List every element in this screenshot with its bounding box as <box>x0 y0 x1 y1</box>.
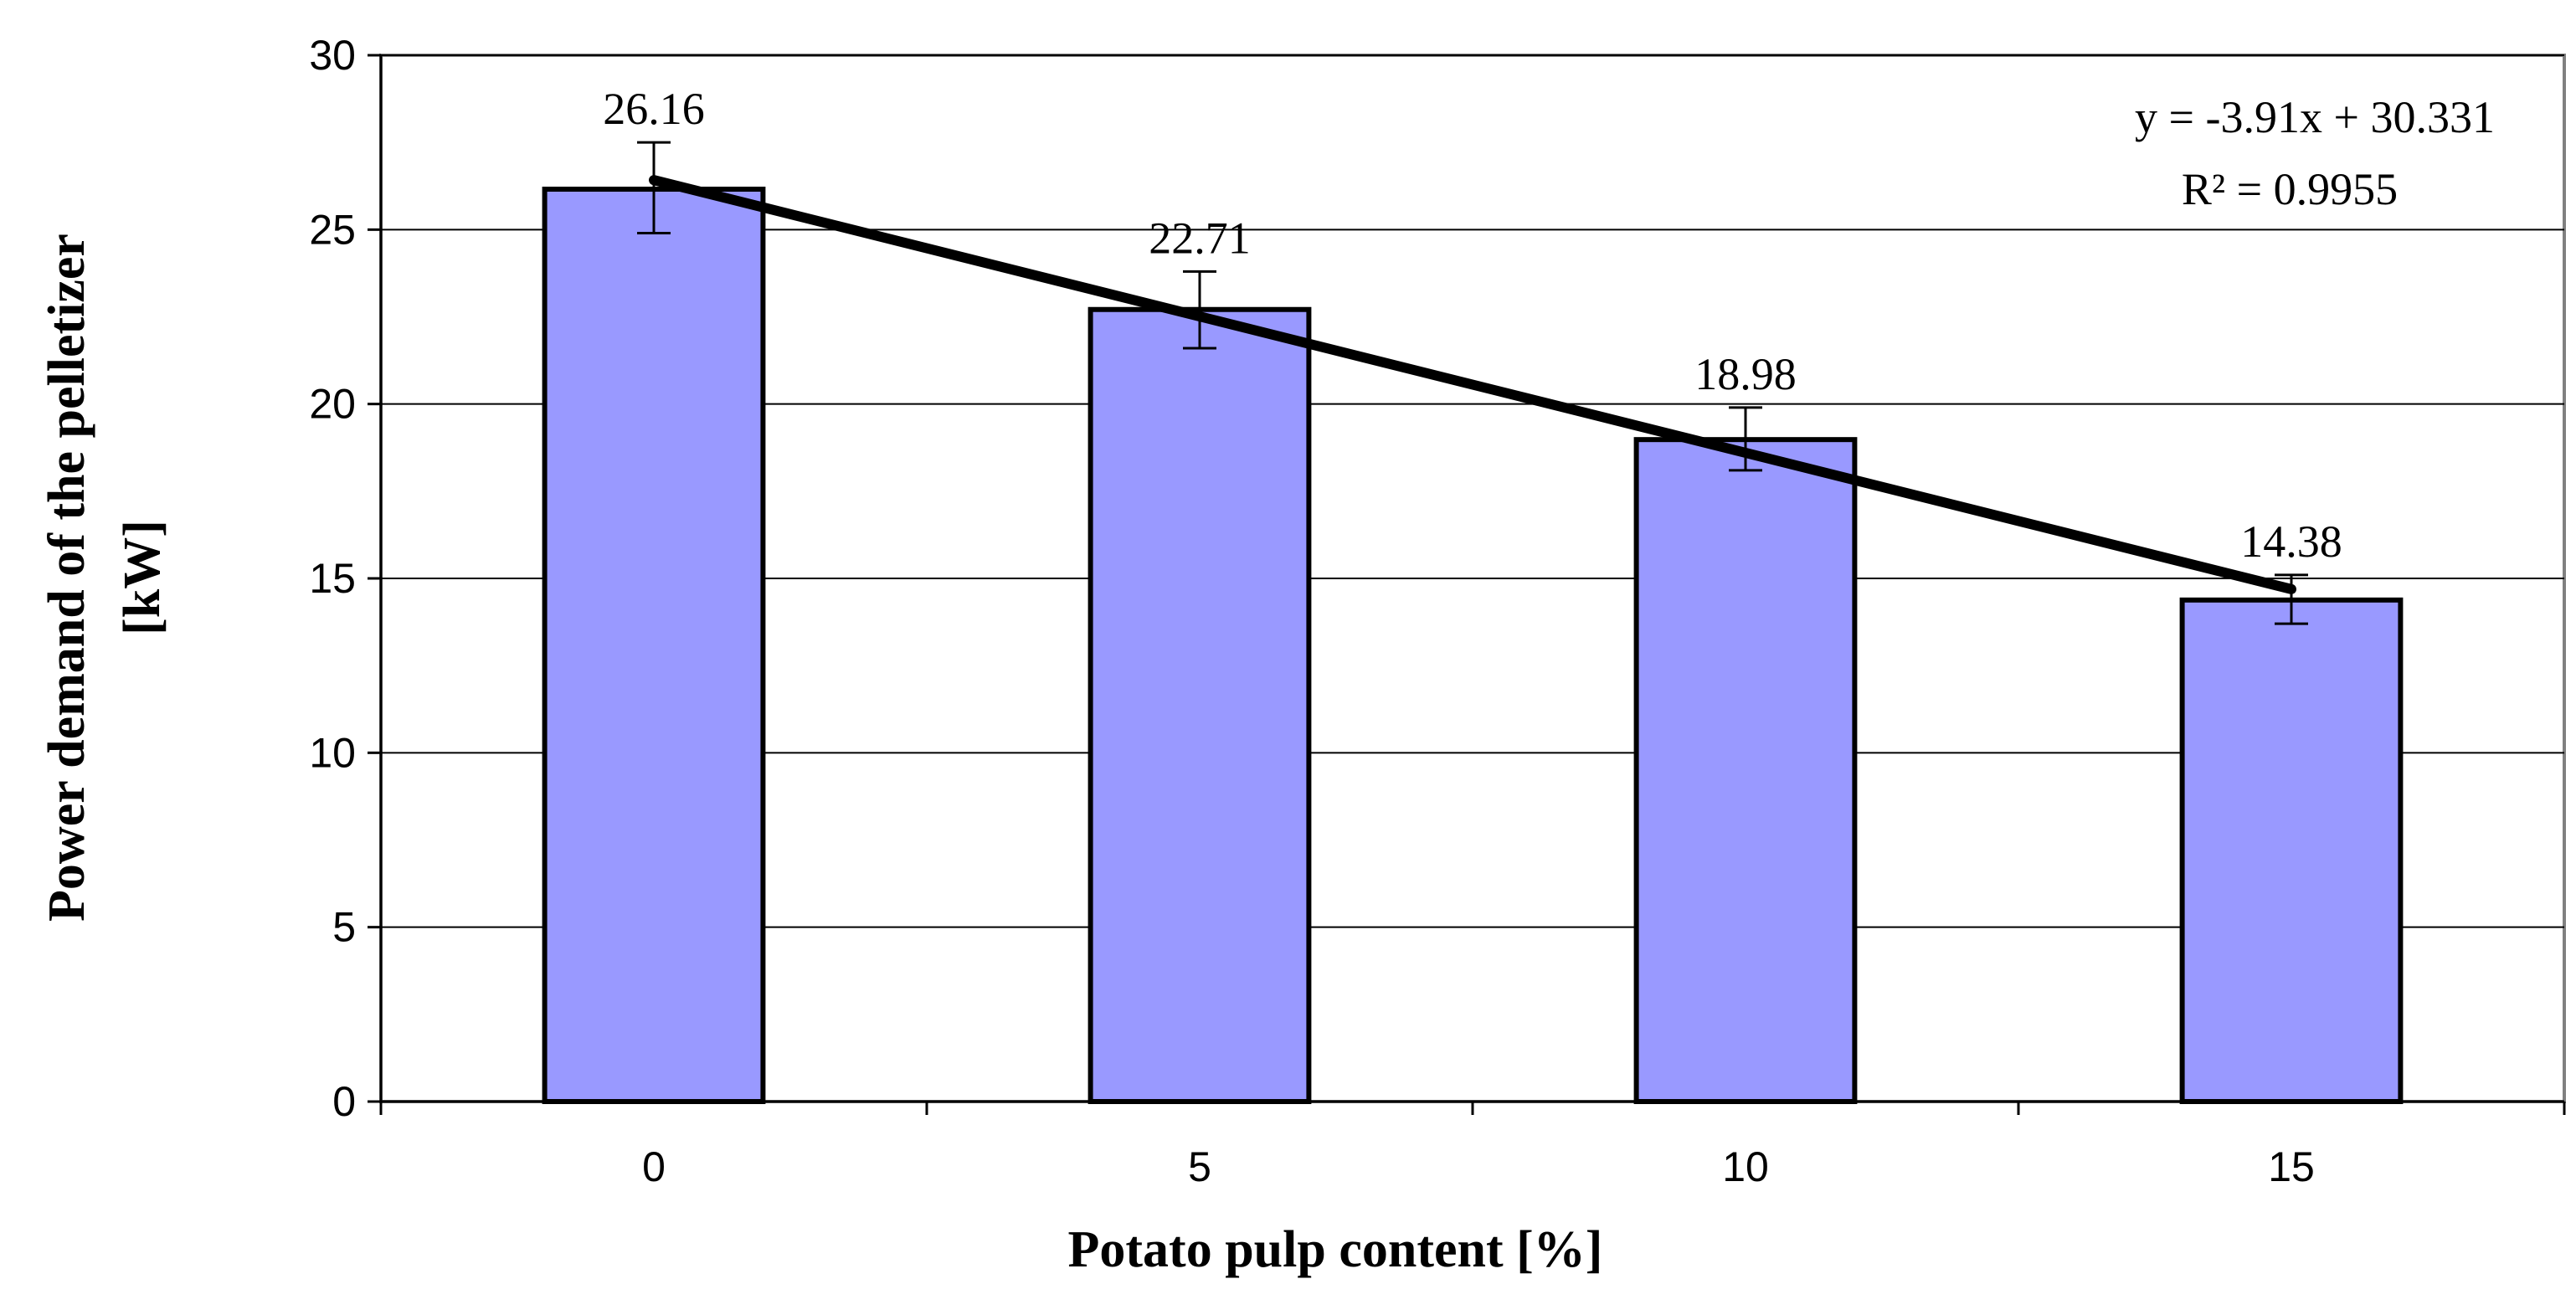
y-axis-title-line-2: [kW] <box>114 520 171 635</box>
data-label-0: 26.16 <box>603 84 705 134</box>
y-tick-label-30: 30 <box>309 32 356 79</box>
y-tick-label-10: 10 <box>309 729 356 776</box>
y-axis-title-line-1: Power demand of the pelletizer <box>39 234 95 922</box>
data-label-15: 14.38 <box>2240 516 2342 567</box>
bar-10 <box>1633 437 1858 1104</box>
bar-5 <box>1087 306 1312 1104</box>
trendline-r-squared: R² = 0.9955 <box>2182 164 2398 214</box>
x-tick-label-15: 15 <box>2268 1143 2315 1190</box>
y-tick-label-20: 20 <box>309 381 356 428</box>
y-tick-label-5: 5 <box>332 904 356 951</box>
trendline-group <box>649 175 2296 594</box>
x-axis-title: Potato pulp content [%] <box>1068 1221 1603 1278</box>
trendline-equation: y = -3.91x + 30.331 <box>2135 92 2495 142</box>
bar-0 <box>542 187 766 1104</box>
x-tick-label-5: 5 <box>1188 1143 1211 1190</box>
trendline <box>649 175 2296 594</box>
bars <box>542 187 2404 1104</box>
error-bars <box>637 141 2308 625</box>
y-tick-label-0: 0 <box>332 1078 356 1125</box>
y-tick-label-25: 25 <box>309 206 356 253</box>
data-label-10: 18.98 <box>1694 349 1797 399</box>
x-tick-label-0: 0 <box>642 1143 666 1190</box>
y-tick-label-15: 15 <box>309 555 356 602</box>
axes: 0 5 10 15 20 25 30 0 5 10 15 <box>309 32 2566 1190</box>
bar-15 <box>2179 597 2404 1104</box>
data-labels: 26.16 22.71 18.98 14.38 <box>603 84 2342 567</box>
x-tick-label-10: 10 <box>1722 1143 1769 1190</box>
data-label-5: 22.71 <box>1149 213 1251 263</box>
